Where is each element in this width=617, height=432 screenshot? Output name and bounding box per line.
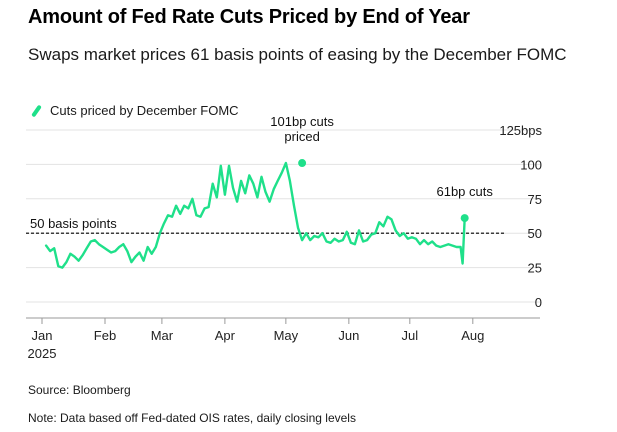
data-note: Note: Data based off Fed-dated OIS rates… bbox=[28, 411, 356, 425]
reference-layer: 50 basis points bbox=[26, 216, 505, 234]
x-tick-label: Mar bbox=[151, 328, 174, 343]
x-tick-label: Feb bbox=[94, 328, 116, 343]
annotation-text: 61bp cuts bbox=[436, 184, 493, 199]
y-tick-label: 0 bbox=[535, 295, 542, 310]
x-tick-label: Apr bbox=[215, 328, 236, 343]
annotation-point bbox=[460, 214, 469, 223]
series-line bbox=[44, 161, 466, 269]
reference-line-label: 50 basis points bbox=[30, 216, 117, 231]
x-tick-label: May bbox=[274, 328, 299, 343]
x-tick-label: Jan bbox=[32, 328, 53, 343]
annotation-text: priced bbox=[284, 129, 319, 144]
x-tick-label: Jun bbox=[338, 328, 359, 343]
line-chart: 50 basis points 0 25 50 75 100 125bps Jan 2025 F… bbox=[26, 114, 543, 361]
source-note: Source: Bloomberg bbox=[28, 383, 131, 397]
tick-layer: 0 25 50 75 100 125bps Jan 2025 Feb Mar Apr May Jun Ju… bbox=[28, 123, 543, 361]
legend: Cuts priced by December FOMC bbox=[30, 103, 239, 118]
chart-title: Amount of Fed Rate Cuts Priced by End of… bbox=[28, 6, 470, 28]
annotation-point bbox=[298, 159, 307, 168]
annotation-text: 101bp cuts bbox=[270, 114, 334, 129]
y-tick-label: 125bps bbox=[499, 123, 542, 138]
y-tick-label: 25 bbox=[528, 261, 542, 276]
series-layer bbox=[44, 161, 466, 269]
legend-label: Cuts priced by December FOMC bbox=[50, 103, 239, 118]
grid-layer bbox=[26, 129, 540, 324]
y-tick-label: 75 bbox=[528, 192, 542, 207]
y-tick-label: 100 bbox=[520, 157, 542, 172]
chart-subtitle: Swaps market prices 61 basis points of e… bbox=[28, 45, 567, 64]
x-tick-sublabel: 2025 bbox=[28, 346, 57, 361]
x-tick-label: Aug bbox=[461, 328, 484, 343]
x-tick-label: Jul bbox=[401, 328, 418, 343]
y-tick-label: 50 bbox=[528, 226, 542, 241]
